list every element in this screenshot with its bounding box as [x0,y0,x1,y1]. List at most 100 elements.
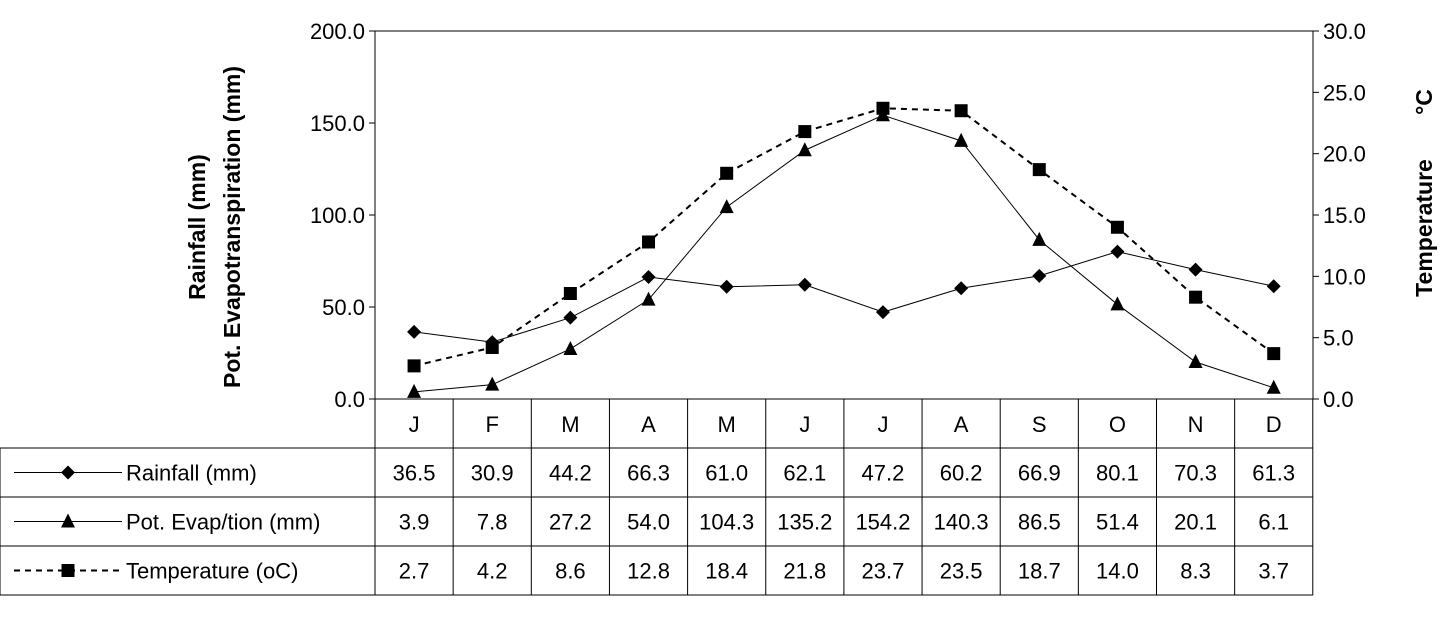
series-2 [407,107,1281,398]
series-point [1188,262,1203,277]
series-point [563,287,577,301]
legend-marker [61,465,75,480]
left-tick-label: 100.0 [310,203,365,228]
series-layer [407,101,1281,398]
category-label: F [485,412,498,437]
data-label: 7.8 [477,510,508,535]
left-axis-title-line2: Pot. Evapotranspiration (mm) [219,66,245,388]
right-tick-label: 15.0 [1323,203,1366,228]
legend-marker [61,564,75,577]
right-tick-label: 10.0 [1323,264,1366,289]
data-label: 60.2 [940,461,983,486]
data-label: 2.7 [399,559,430,584]
category-label: J [877,412,888,437]
category-label: S [1032,412,1047,437]
data-label: 44.2 [549,461,592,486]
series-point [720,166,734,180]
series-point [798,125,812,139]
series-point [876,101,890,115]
data-label: 14.0 [1096,559,1139,584]
category-label: N [1188,412,1204,437]
plot-area [374,30,1314,400]
legend-label: Rainfall (mm) [126,461,257,486]
data-label: 18.4 [705,559,748,584]
right-axis-unit: °C [1411,89,1437,115]
series-point [1266,379,1281,394]
series-point [485,376,500,391]
legend-marker [61,513,75,528]
series-point [641,291,656,306]
data-label: 104.3 [699,510,754,535]
series-point [1188,354,1203,369]
data-label: 4.2 [477,559,508,584]
series-3 [407,101,1281,373]
data-label: 30.9 [471,461,514,486]
category-label: O [1109,412,1126,437]
series-point [642,235,656,249]
series-point [1110,220,1124,234]
right-tick-label: 20.0 [1323,142,1366,167]
series-point [797,142,812,157]
data-label: 23.7 [862,559,905,584]
data-label: 61.3 [1252,461,1295,486]
data-label: 6.1 [1258,510,1289,535]
data-label: 3.9 [399,510,430,535]
series-point [1032,231,1047,246]
category-label: M [561,412,579,437]
data-label: 62.1 [783,461,826,486]
legend-label: Pot. Evap/tion (mm) [126,510,320,535]
series-point [954,281,969,296]
series-point [563,310,578,325]
data-label: 18.7 [1018,559,1061,584]
series-point [407,359,421,373]
data-label: 3.7 [1258,559,1289,584]
data-label: 61.0 [705,461,748,486]
data-label: 20.1 [1174,510,1217,535]
series-point [719,199,734,214]
data-label: 54.0 [627,510,670,535]
series-point [641,270,656,285]
left-tick-label: 50.0 [322,295,365,320]
series-point [1110,296,1125,311]
series-point [407,383,422,398]
series-point [1032,268,1047,283]
data-label: 21.8 [783,559,826,584]
series-point [485,340,499,354]
data-label: 66.9 [1018,461,1061,486]
data-label: 12.8 [627,559,670,584]
data-label: 47.2 [862,461,905,486]
series-point [954,104,968,118]
series-point [1032,163,1046,177]
series-point [1110,244,1125,259]
series-point [875,305,890,320]
data-label: 70.3 [1174,461,1217,486]
data-label: 135.2 [777,510,832,535]
category-label: J [799,412,810,437]
category-label: D [1266,412,1282,437]
data-label: 51.4 [1096,510,1139,535]
legend-keys: Rainfall (mm) Pot. Evap/tion (mm) Temperat… [14,461,320,584]
right-axis-title: Temperature [1411,159,1437,297]
series-point [797,277,812,292]
left-tick-label: 0.0 [334,387,365,412]
right-y-axis: 0.0 5.0 10.0 15.0 20.0 25.0 30.0 [1313,19,1366,412]
right-tick-label: 30.0 [1323,19,1366,44]
series-1 [407,244,1281,350]
category-label: A [641,412,656,437]
right-tick-label: 25.0 [1323,80,1366,105]
series-line [414,114,1274,393]
category-label: J [409,412,420,437]
data-label: 154.2 [855,510,910,535]
data-label: 8.3 [1180,559,1211,584]
data-label: 66.3 [627,461,670,486]
category-label: M [718,412,736,437]
legend-label: Temperature (oC) [126,559,298,584]
data-label: 80.1 [1096,461,1139,486]
data-label: 23.5 [940,559,983,584]
right-tick-label: 5.0 [1323,326,1354,351]
series-point [954,132,969,147]
series-point [1266,279,1281,294]
series-point [1189,290,1203,304]
